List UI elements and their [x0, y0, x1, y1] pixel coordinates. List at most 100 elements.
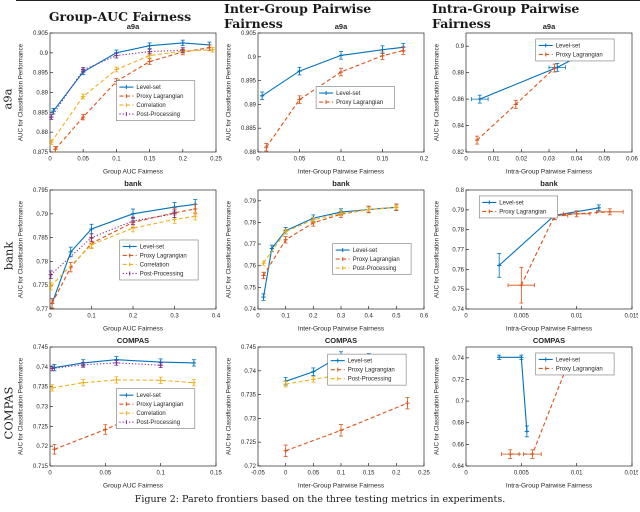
- svg-text:Correlation: Correlation: [136, 411, 165, 417]
- svg-text:0.1: 0.1: [337, 157, 346, 163]
- svg-text:0.6: 0.6: [420, 314, 429, 320]
- svg-text:AUC for Classification Perform: AUC for Classification Performance: [434, 200, 441, 298]
- svg-text:AUC for Classification Perform: AUC for Classification Performance: [18, 43, 25, 141]
- svg-text:COMPAS: COMPAS: [117, 336, 149, 345]
- svg-text:Proxy Lagrangian: Proxy Lagrangian: [140, 253, 187, 259]
- svg-text:0.05: 0.05: [598, 157, 610, 163]
- svg-text:COMPAS: COMPAS: [533, 336, 565, 345]
- svg-text:0.05: 0.05: [77, 157, 89, 163]
- svg-text:0.1: 0.1: [112, 157, 121, 163]
- svg-text:0: 0: [464, 471, 468, 477]
- svg-text:AUC for Classification Perform: AUC for Classification Performance: [226, 200, 233, 298]
- svg-text:0.2: 0.2: [392, 471, 401, 477]
- svg-text:Level-set: Level-set: [556, 43, 581, 49]
- svg-text:0.895: 0.895: [241, 79, 257, 85]
- svg-text:Level-set: Level-set: [140, 244, 165, 250]
- svg-text:0.735: 0.735: [241, 393, 257, 399]
- svg-text:0.77: 0.77: [36, 307, 48, 313]
- chart-bank-inter-group: 0 0.1 0.2 0.3 0.4 0.5 0.6 0.74 0.75 0.76 0.77 0.78 0…: [224, 177, 432, 334]
- svg-text:Proxy Lagrangian: Proxy Lagrangian: [136, 402, 183, 408]
- svg-text:0.1: 0.1: [281, 314, 290, 320]
- svg-text:0.745: 0.745: [33, 345, 49, 351]
- svg-text:0.1: 0.1: [156, 471, 165, 477]
- svg-text:AUC for Classification Perform: AUC for Classification Performance: [18, 200, 25, 298]
- svg-text:Correlation: Correlation: [140, 262, 169, 268]
- svg-text:bank: bank: [124, 179, 142, 188]
- row-compas: COMPAS 0 0.05 0.1 0.15 0.715 0.72 0.725 0.73 0.7…: [0, 334, 640, 491]
- svg-text:Level-set: Level-set: [499, 200, 524, 206]
- svg-text:0.05: 0.05: [99, 471, 111, 477]
- svg-text:Post-Processing: Post-Processing: [136, 112, 180, 118]
- svg-text:0.74: 0.74: [452, 356, 464, 362]
- svg-text:0.1: 0.1: [337, 471, 346, 477]
- svg-text:Post-Processing: Post-Processing: [348, 377, 392, 383]
- svg-text:0.88: 0.88: [244, 150, 256, 156]
- svg-text:0.885: 0.885: [33, 110, 49, 116]
- svg-text:0.2: 0.2: [309, 314, 318, 320]
- svg-text:0.79: 0.79: [452, 208, 464, 214]
- svg-text:a9a: a9a: [543, 22, 556, 31]
- row-label-bank: bank: [1, 241, 15, 270]
- chart-compas-inter-group: -0.05 0 0.05 0.1 0.15 0.2 0.25 0.72 0.725 0.73 0.7…: [224, 334, 432, 491]
- svg-text:0.66: 0.66: [452, 442, 464, 448]
- svg-text:0.68: 0.68: [452, 421, 464, 427]
- svg-text:0.86: 0.86: [452, 97, 464, 103]
- svg-text:-0.05: -0.05: [251, 471, 265, 477]
- svg-text:0.05: 0.05: [294, 157, 306, 163]
- column-header-inter-group: Inter-Group Pairwise Fairness: [224, 0, 432, 31]
- svg-text:0.78: 0.78: [452, 228, 464, 234]
- chart-compas-intra-group: 0 0.005 0.01 0.015 0.64 0.66 0.68 0.7 0.72 0.74 CO…: [432, 334, 640, 491]
- svg-text:0.2: 0.2: [420, 157, 429, 163]
- svg-text:0.78: 0.78: [244, 220, 256, 226]
- svg-text:0.88: 0.88: [452, 71, 464, 77]
- svg-text:Post-Processing: Post-Processing: [140, 271, 184, 277]
- svg-text:Proxy Lagrangian: Proxy Lagrangian: [136, 94, 183, 100]
- svg-text:0.735: 0.735: [33, 385, 49, 391]
- svg-text:0.03: 0.03: [543, 157, 555, 163]
- svg-text:Level-set: Level-set: [348, 359, 373, 365]
- svg-text:0.785: 0.785: [33, 236, 49, 242]
- svg-text:a9a: a9a: [127, 22, 140, 31]
- svg-text:COMPAS: COMPAS: [325, 336, 357, 345]
- row-label-a9a-cell: a9a: [0, 20, 16, 177]
- svg-text:0.1: 0.1: [87, 314, 96, 320]
- svg-text:0.725: 0.725: [241, 440, 257, 446]
- svg-text:Proxy Lagrangian: Proxy Lagrangian: [556, 366, 603, 372]
- svg-text:0.88: 0.88: [36, 130, 48, 136]
- row-label-a9a: a9a: [1, 87, 15, 110]
- svg-text:Proxy Lagrangian: Proxy Lagrangian: [499, 209, 546, 215]
- svg-text:0: 0: [48, 471, 52, 477]
- svg-text:0.4: 0.4: [212, 314, 221, 320]
- svg-text:0: 0: [256, 314, 260, 320]
- svg-text:0.74: 0.74: [244, 307, 256, 313]
- svg-text:AUC for Classification Perform: AUC for Classification Performance: [434, 357, 441, 455]
- svg-text:Level-set: Level-set: [136, 85, 161, 91]
- svg-text:0.06: 0.06: [626, 157, 638, 163]
- row-a9a: a9a 0 0.05 0.1 0.15 0.2 0.25 0.875 0.88 0.885 0.8…: [0, 20, 640, 177]
- svg-text:0.75: 0.75: [452, 287, 464, 293]
- svg-text:0.15: 0.15: [363, 471, 375, 477]
- svg-text:0.015: 0.015: [624, 314, 638, 320]
- svg-text:AUC for Classification Perform: AUC for Classification Performance: [18, 357, 25, 455]
- svg-text:0.02: 0.02: [515, 157, 527, 163]
- svg-text:AUC for Classification Perform: AUC for Classification Performance: [226, 43, 233, 141]
- svg-text:0.25: 0.25: [418, 471, 430, 477]
- svg-text:0.15: 0.15: [377, 157, 389, 163]
- svg-text:Intra-Group Pairwise Fairness: Intra-Group Pairwise Fairness: [506, 483, 593, 490]
- svg-text:AUC for Classification Perform: AUC for Classification Performance: [434, 43, 441, 141]
- chart-a9a-intra-group: 0 0.01 0.02 0.03 0.04 0.05 0.06 0.82 0.84 0.86 0.8…: [432, 20, 640, 177]
- svg-text:AUC for Classification Perform: AUC for Classification Performance: [226, 357, 233, 455]
- svg-text:bank: bank: [332, 179, 350, 188]
- svg-text:0.01: 0.01: [571, 471, 583, 477]
- svg-text:0.895: 0.895: [33, 71, 49, 77]
- svg-text:Group AUC Fairness: Group AUC Fairness: [103, 169, 164, 176]
- svg-text:Inter-Group Pairwise Fairness: Inter-Group Pairwise Fairness: [298, 326, 385, 333]
- svg-text:0.9: 0.9: [456, 44, 465, 50]
- svg-text:Inter-Group Pairwise Fairness: Inter-Group Pairwise Fairness: [298, 483, 385, 490]
- svg-text:0.5: 0.5: [392, 314, 401, 320]
- svg-text:Proxy Lagrangian: Proxy Lagrangian: [556, 52, 603, 58]
- svg-text:0.2: 0.2: [129, 314, 138, 320]
- svg-text:0.9: 0.9: [40, 51, 49, 57]
- svg-text:0.72: 0.72: [244, 464, 256, 470]
